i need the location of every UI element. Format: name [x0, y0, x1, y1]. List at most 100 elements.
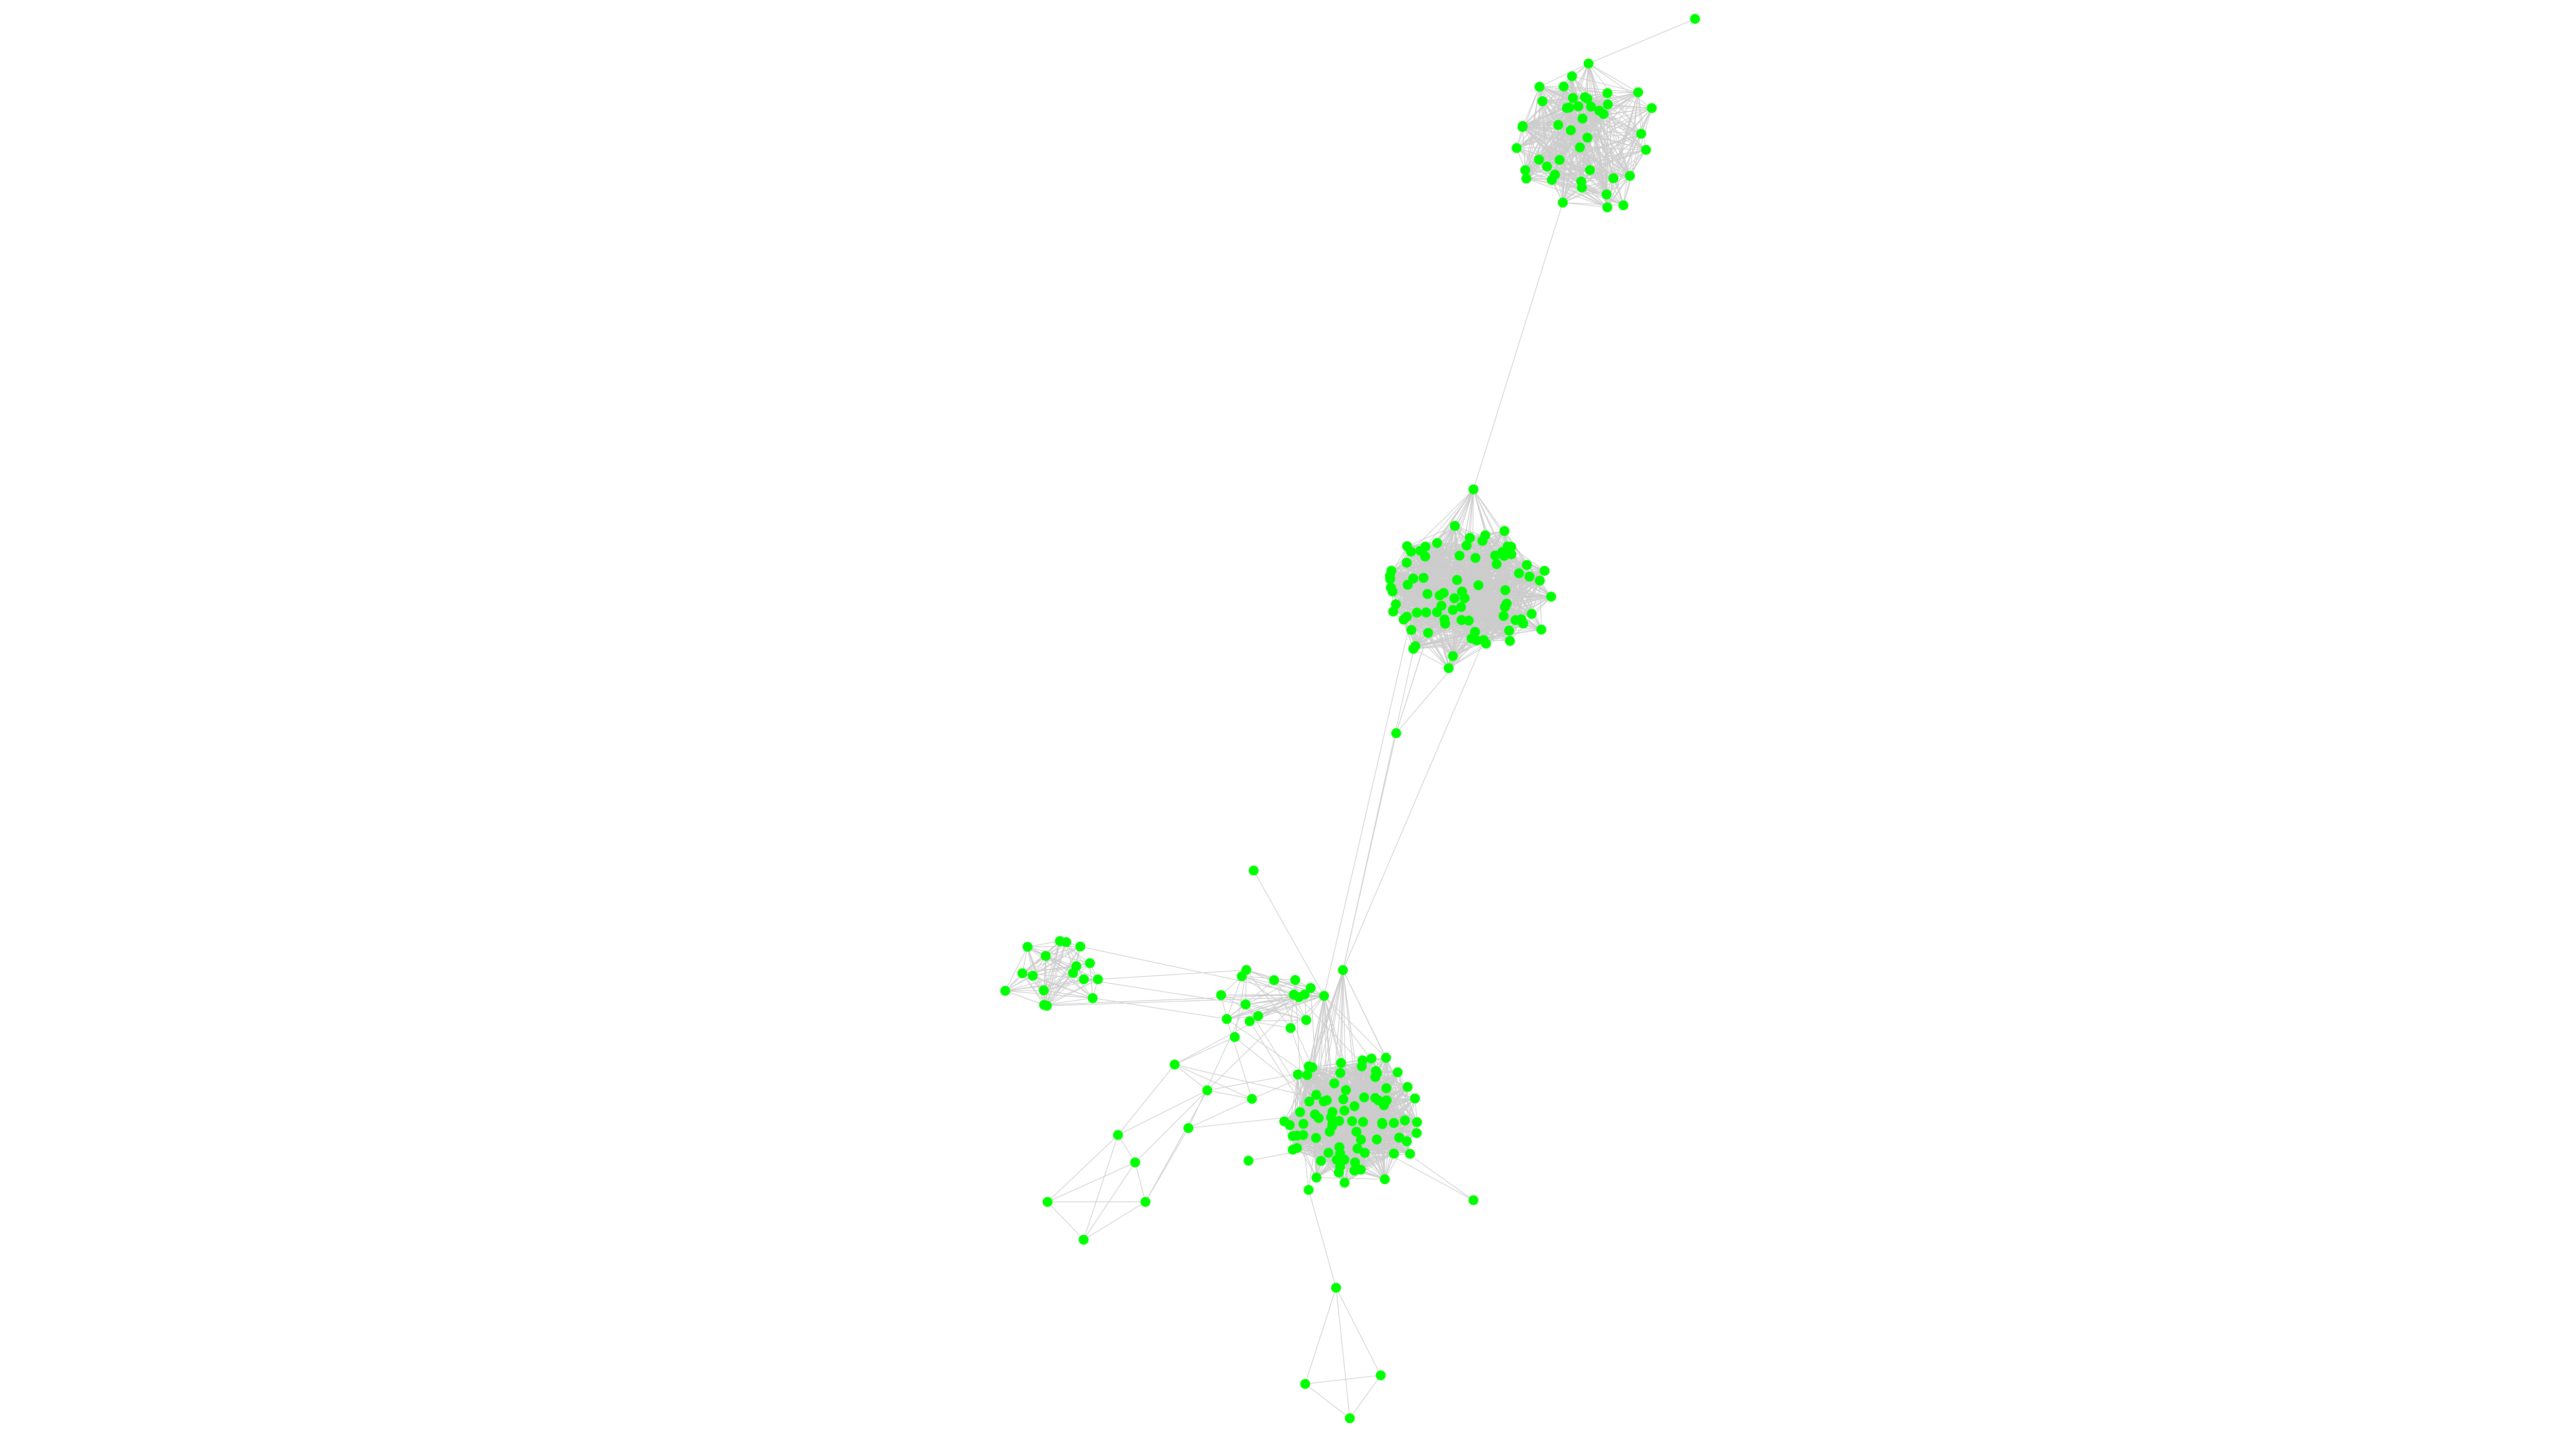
- node: [1647, 103, 1657, 113]
- node: [1247, 1094, 1257, 1104]
- edge: [1524, 101, 1543, 171]
- edge: [1303, 1083, 1335, 1124]
- node: [1381, 1083, 1392, 1094]
- edge: [1027, 946, 1044, 991]
- edge: [1569, 107, 1590, 171]
- node: [1580, 92, 1590, 103]
- edge: [1207, 1090, 1252, 1099]
- node: [1388, 606, 1398, 617]
- node: [1140, 1197, 1150, 1207]
- node: [1450, 521, 1460, 531]
- edge: [1117, 1090, 1208, 1135]
- node: [1299, 990, 1310, 1000]
- edge: [1344, 1141, 1408, 1183]
- edge: [1226, 976, 1242, 1019]
- node: [1636, 129, 1647, 139]
- node: [1303, 1185, 1314, 1195]
- node: [1490, 550, 1500, 561]
- node: [1366, 1053, 1377, 1064]
- edge: [1221, 995, 1259, 1016]
- edge: [1027, 941, 1060, 947]
- node: [1349, 1165, 1360, 1176]
- edge: [1343, 543, 1438, 970]
- node: [1293, 1069, 1303, 1080]
- node: [1370, 1093, 1381, 1103]
- node: [1524, 571, 1535, 582]
- node: [1432, 607, 1442, 618]
- edge: [1588, 63, 1614, 179]
- node: [1406, 625, 1417, 635]
- node: [1573, 101, 1584, 112]
- node: [1454, 550, 1465, 561]
- edge: [1485, 535, 1504, 617]
- edge: [1304, 1384, 1350, 1419]
- node: [1285, 1023, 1296, 1033]
- edge: [1448, 554, 1512, 669]
- node: [1284, 1120, 1295, 1130]
- edge: [1613, 149, 1647, 179]
- edge: [1253, 870, 1325, 996]
- node: [1412, 1128, 1422, 1138]
- node: [1319, 991, 1329, 1001]
- node: [1641, 145, 1651, 155]
- edge: [1581, 108, 1652, 188]
- node: [1323, 1148, 1334, 1158]
- edge: [1411, 489, 1474, 630]
- edge: [1083, 1201, 1146, 1240]
- edge: [1343, 1077, 1376, 1100]
- edge: [1005, 975, 1033, 992]
- node: [1027, 970, 1038, 981]
- edge: [1047, 1162, 1136, 1202]
- node: [1456, 615, 1467, 625]
- edge: [1580, 147, 1646, 150]
- edge: [1338, 1086, 1408, 1173]
- node: [1586, 101, 1596, 112]
- node: [1460, 593, 1470, 604]
- edge: [1066, 942, 1098, 980]
- node: [1534, 155, 1544, 165]
- edge: [1406, 1087, 1408, 1141]
- edge: [1073, 973, 1093, 999]
- node: [1329, 1078, 1340, 1088]
- edge: [1588, 63, 1642, 134]
- node: [1566, 125, 1576, 135]
- edge: [1391, 489, 1474, 571]
- node: [1576, 176, 1586, 187]
- node: [1582, 132, 1592, 143]
- edge: [1340, 1086, 1408, 1154]
- edge: [1520, 580, 1540, 620]
- edge: [1174, 1036, 1235, 1065]
- edge: [1080, 946, 1305, 995]
- node: [1295, 1107, 1306, 1117]
- edge: [1312, 996, 1325, 1068]
- node: [1602, 88, 1613, 98]
- edge: [1496, 564, 1532, 615]
- edge: [1623, 108, 1652, 206]
- edge: [1638, 92, 1647, 150]
- node: [1400, 1115, 1410, 1126]
- edge: [1522, 124, 1558, 127]
- edge: [1522, 580, 1540, 624]
- edge: [1466, 545, 1487, 644]
- node: [1553, 120, 1564, 130]
- node: [1331, 1283, 1341, 1293]
- node: [1170, 1060, 1180, 1070]
- edge: [1589, 149, 1647, 171]
- edge: [1539, 63, 1589, 88]
- edge: [1188, 1114, 1315, 1129]
- edge: [1354, 1098, 1416, 1171]
- edge: [1312, 970, 1344, 1068]
- edge: [1174, 1064, 1252, 1099]
- node: [1452, 575, 1462, 585]
- node: [1521, 174, 1532, 184]
- edge: [1396, 595, 1440, 734]
- node: [1410, 1093, 1420, 1104]
- node: [1608, 173, 1619, 183]
- node: [1408, 643, 1418, 654]
- edge: [1246, 969, 1291, 1029]
- node: [1405, 1149, 1415, 1159]
- node: [1603, 99, 1613, 110]
- edge: [1559, 93, 1608, 160]
- edge: [1562, 108, 1567, 203]
- edge: [1045, 956, 1093, 999]
